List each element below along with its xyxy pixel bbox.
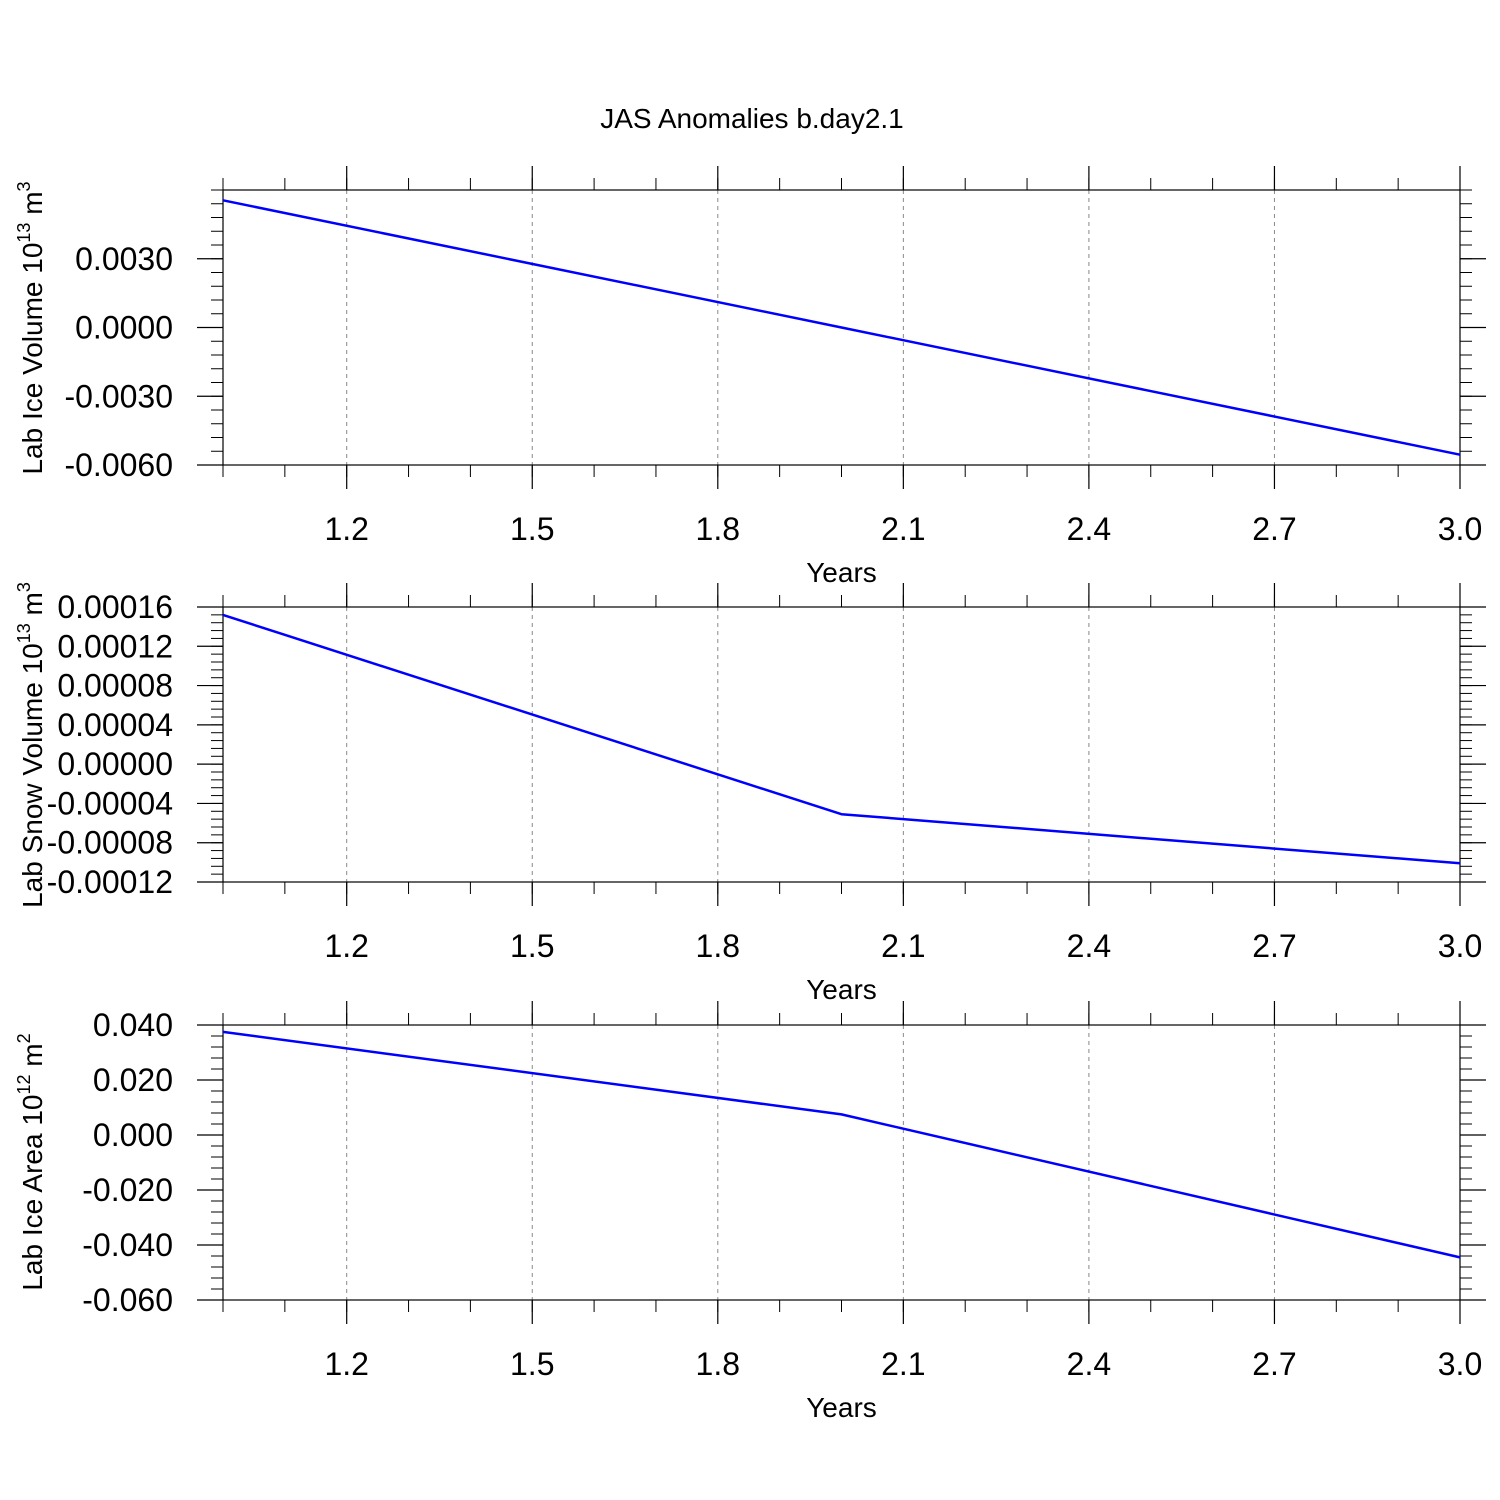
x-axis-label: Years [806, 1392, 877, 1423]
chart-panels: 1.2 1.5 1.8 2.1 2.4 2.7 3.0 -0.0060 -0.0030 0.000… [14, 166, 1486, 1423]
x-tick-label: 3.0 [1438, 1346, 1482, 1382]
x-tick-label: 2.1 [881, 511, 925, 547]
y-axis-label-exponent: 13 [14, 623, 34, 643]
y-axis-label: Lab Ice Volume 1013 m3 [14, 181, 48, 474]
panel-snow-volume: 1.2 1.5 1.8 2.1 2.4 2.7 3.0 -0.00012-0.00008 -0.… [14, 582, 1486, 1005]
panel-ice-area: 1.2 1.5 1.8 2.1 2.4 2.7 3.0 -0.060 -0.040 -0.020 0… [14, 1001, 1486, 1423]
y-tick-label: 0.00000 [57, 746, 173, 782]
y-axis-label-unit: m [17, 592, 48, 623]
x-tick-label: 2.7 [1252, 511, 1296, 547]
series-line [222, 1030, 1461, 1259]
y-axis-label-unit-exponent: 2 [14, 1033, 34, 1043]
y-axis-label-text: Lab Ice Area 10 [17, 1095, 48, 1291]
y-tick-label: -0.0060 [64, 447, 173, 483]
y-tick-label: -0.00008 [47, 825, 173, 861]
x-tick-label: 1.8 [696, 511, 740, 547]
y-axis-label-unit: m [17, 1043, 48, 1074]
y-axis-label-unit-exponent: 3 [14, 181, 34, 191]
x-tick-label: 2.4 [1067, 511, 1111, 547]
y-tick-label: -0.020 [82, 1172, 173, 1208]
y-tick-label: -0.060 [82, 1282, 173, 1318]
y-tick-label: 0.00012 [57, 628, 173, 664]
y-axis-label-unit-exponent: 3 [14, 582, 34, 592]
x-tick-label: 1.2 [324, 511, 368, 547]
y-axis-label-unit: m [17, 191, 48, 222]
x-tick-label: 2.1 [881, 928, 925, 964]
x-tick-label: 3.0 [1438, 928, 1482, 964]
y-axis-label-text: Lab Ice Volume 10 [17, 243, 48, 475]
y-tick-label: -0.0030 [64, 378, 173, 414]
x-tick-label: 1.8 [696, 928, 740, 964]
x-axis-label: Years [806, 557, 877, 588]
x-tick-label: 1.5 [510, 511, 554, 547]
x-tick-label: 1.5 [510, 1346, 554, 1382]
y-tick-label: 0.0000 [75, 310, 173, 346]
y-tick-label: 0.0030 [75, 241, 173, 277]
x-tick-label: 2.4 [1067, 928, 1111, 964]
x-tick-label: 3.0 [1438, 511, 1482, 547]
x-tick-label: 2.7 [1252, 928, 1296, 964]
x-tick-label: 1.2 [324, 928, 368, 964]
x-tick-label: 1.5 [510, 928, 554, 964]
y-tick-label: -0.040 [82, 1227, 173, 1263]
figure-title: JAS Anomalies b.day2.1 [600, 103, 904, 134]
y-tick-label: 0.000 [93, 1117, 173, 1153]
x-tick-label: 1.8 [696, 1346, 740, 1382]
x-tick-label: 2.7 [1252, 1346, 1296, 1382]
y-tick-label: 0.020 [93, 1062, 173, 1098]
x-axis-label: Years [806, 974, 877, 1005]
x-tick-label: 1.2 [324, 1346, 368, 1382]
x-tick-label: 2.4 [1067, 1346, 1111, 1382]
panel-ice-volume: 1.2 1.5 1.8 2.1 2.4 2.7 3.0 -0.0060 -0.0030 0.000… [14, 166, 1486, 588]
y-axis-label: Lab Ice Area 1012 m2 [14, 1033, 48, 1290]
y-tick-label: -0.00012 [47, 864, 173, 900]
y-axis-label-exponent: 13 [14, 223, 34, 243]
y-tick-label: -0.00004 [47, 785, 173, 821]
y-tick-label: 0.00008 [57, 668, 173, 704]
y-tick-label: 0.00004 [57, 707, 173, 743]
y-axis-label: Lab Snow Volume 1013 m3 [14, 582, 48, 908]
x-tick-label: 2.1 [881, 1346, 925, 1382]
series-line [222, 199, 1461, 456]
y-tick-label: 0.00016 [57, 589, 173, 625]
y-axis-label-exponent: 12 [14, 1074, 34, 1094]
y-tick-label: 0.040 [93, 1007, 173, 1043]
y-axis-label-text: Lab Snow Volume 10 [17, 643, 48, 908]
series-line [222, 613, 1461, 865]
